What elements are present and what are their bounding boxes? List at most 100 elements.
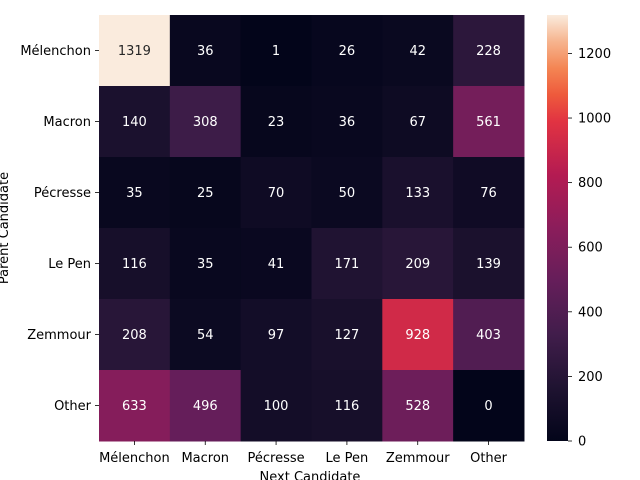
x-tick-labels: Mélenchon Macron Pécresse Le Pen Zemmour Othe… [99,441,508,466]
heatmap-cell [99,157,171,229]
heatmap-cell [311,157,383,229]
heatmap-cell [169,299,242,371]
heatmap-cell [240,228,312,300]
cell-value-label: 54 [197,328,214,343]
colorbar-tick-label: 1200 [578,47,611,62]
colorbar: 0 200 400 600 800 1000 1200 [547,15,611,450]
heatmap-cell [453,228,525,300]
cell-value-label: 403 [476,328,501,343]
cell-value-label: 97 [268,328,285,343]
heatmap-cell [382,299,454,371]
heatmap-cell [240,299,312,371]
heatmap-cell [169,86,242,158]
cell-value-label: 36 [197,44,214,59]
heatmap-cell [311,15,383,87]
heatmap-cell [453,157,525,229]
x-axis-label: Next Candidate [260,470,361,480]
heatmap-cell [240,370,312,442]
heatmap-cell [169,15,242,87]
cell-value-label: 67 [409,115,426,130]
cell-value-label: 70 [268,186,285,201]
cell-value-label: 171 [334,257,359,272]
heatmap-cell [382,157,454,229]
heatmap-cell [240,86,312,158]
cell-value-label: 561 [476,115,501,130]
heatmap-cell [99,86,171,158]
cell-value-label: 116 [122,257,147,272]
heatmap-cell [382,228,454,300]
heatmap-cell [382,15,454,87]
cell-value-label: 76 [480,186,497,201]
x-tick-label: Pécresse [248,451,305,466]
colorbar-tick-label: 400 [578,305,603,320]
cell-value-label: 133 [405,186,430,201]
cell-value-label: 1 [272,44,280,59]
cell-value-label: 35 [126,186,143,201]
heatmap-cells: 1319 36 1 26 42 228 140 308 23 36 67 561 35 25 70 50 133… [99,15,525,442]
y-tick-label: Zemmour [27,328,91,343]
y-tick-label: Other [54,399,92,414]
colorbar-gradient [547,15,568,441]
cell-value-label: 208 [122,328,147,343]
colorbar-ticks: 0 200 400 600 800 1000 1200 [568,47,611,450]
cell-value-label: 1319 [118,44,151,59]
cell-value-label: 41 [268,257,285,272]
cell-value-label: 228 [476,44,501,59]
cell-value-label: 496 [193,399,218,414]
y-tick-label: Pécresse [34,186,91,201]
heatmap-cell [453,86,525,158]
x-tick-label: Other [470,451,508,466]
cell-value-label: 26 [339,44,356,59]
x-tick-label: Mélenchon [99,451,170,466]
heatmap-cell [453,299,525,371]
colorbar-tick-label: 800 [578,176,603,191]
heatmap-cell [382,86,454,158]
heatmap-cell [99,228,171,300]
heatmap-cell [382,370,454,442]
heatmap-cell [99,370,171,442]
y-tick-label: Macron [43,115,91,130]
colorbar-tick-label: 0 [578,435,586,450]
y-tick-label: Mélenchon [20,44,91,59]
heatmap-cell [240,157,312,229]
cell-value-label: 528 [405,399,430,414]
cell-value-label: 0 [484,399,492,414]
heatmap-cell [99,15,171,87]
heatmap-cell [169,370,242,442]
heatmap-cell [453,370,525,442]
cell-value-label: 42 [409,44,426,59]
heatmap-cell [240,15,312,87]
cell-value-label: 139 [476,257,501,272]
heatmap-cell [311,370,383,442]
heatmap-cell [169,228,242,300]
heatmap-cell [311,228,383,300]
cell-value-label: 116 [334,399,359,414]
cell-value-label: 36 [339,115,356,130]
cell-value-label: 25 [197,186,214,201]
x-tick-label: Le Pen [326,451,369,466]
x-tick-label: Zemmour [386,451,450,466]
cell-value-label: 127 [334,328,359,343]
heatmap-cell [453,15,525,87]
cell-value-label: 35 [197,257,214,272]
cell-value-label: 50 [339,186,356,201]
cell-value-label: 100 [264,399,289,414]
y-tick-labels: Mélenchon Macron Pécresse Le Pen Zemmour Othe… [20,44,99,414]
y-tick-label: Le Pen [48,257,91,272]
y-axis-label: Parent Candidate [0,172,12,284]
colorbar-tick-label: 200 [578,370,603,385]
heatmap-cell [169,157,242,229]
colorbar-tick-label: 600 [578,241,603,256]
heatmap-cell [99,299,171,371]
cell-value-label: 928 [405,328,430,343]
cell-value-label: 209 [405,257,430,272]
cell-value-label: 23 [268,115,285,130]
cell-value-label: 633 [122,399,147,414]
cell-value-label: 308 [193,115,218,130]
cell-value-label: 140 [122,115,147,130]
heatmap-cell [311,299,383,371]
colorbar-tick-label: 1000 [578,112,611,127]
x-tick-label: Macron [181,451,229,466]
heatmap-cell [311,86,383,158]
